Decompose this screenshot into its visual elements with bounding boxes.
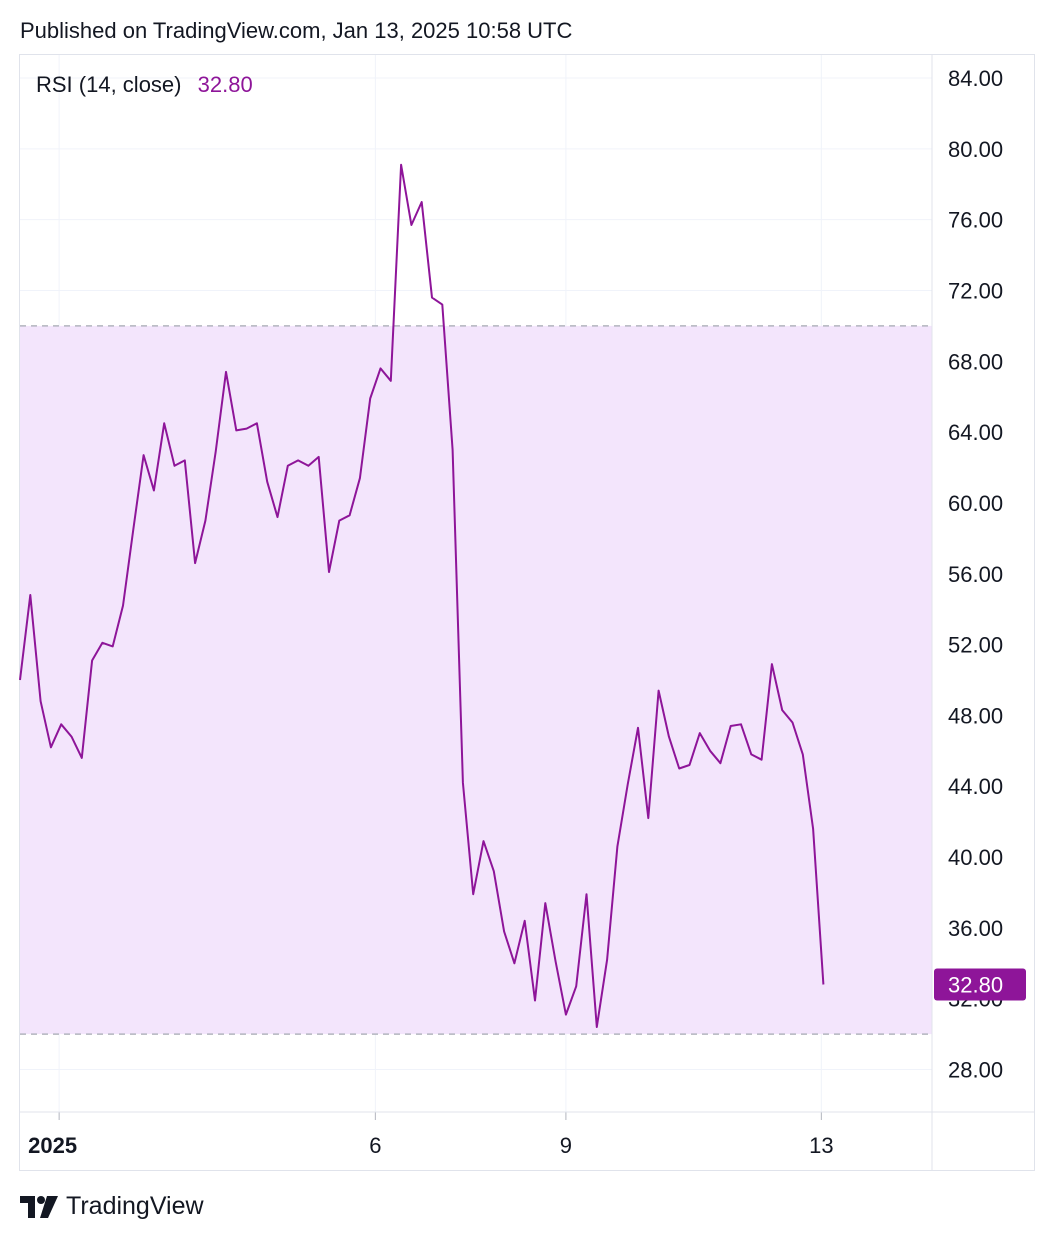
indicator-value: 32.80 <box>197 72 253 97</box>
chart-frame <box>19 54 1035 1171</box>
tradingview-logo-icon <box>20 1195 58 1218</box>
y-tick-label: 64.00 <box>948 420 1003 445</box>
footer-logo[interactable]: TradingView <box>20 1192 204 1221</box>
indicator-label: RSI (14, close) <box>36 72 182 97</box>
y-tick-label: 48.00 <box>948 703 1003 728</box>
y-axis: 84.00 80.00 76.00 72.00 68.00 64.00 60.00 56.00… <box>931 55 1003 1170</box>
rsi-band-fill <box>20 325 932 1035</box>
y-tick-label: 56.00 <box>948 562 1003 587</box>
y-tick-label: 84.00 <box>948 66 1003 91</box>
y-tick-label: 76.00 <box>948 208 1003 233</box>
indicator-legend[interactable]: RSI (14, close) 32.80 <box>36 72 253 98</box>
y-tick-label: 72.00 <box>948 278 1003 303</box>
rsi-line-layer <box>19 163 825 1028</box>
y-tick-label: 52.00 <box>948 633 1003 658</box>
x-tick-label: 9 <box>560 1133 572 1158</box>
y-tick-label: 36.00 <box>948 916 1003 941</box>
y-tick-label: 60.00 <box>948 491 1003 516</box>
x-axis: 2025 6 9 13 <box>20 1111 1034 1158</box>
rsi-line <box>19 163 825 1028</box>
y-tick-label: 44.00 <box>948 774 1003 799</box>
x-tick-label: 13 <box>809 1133 833 1158</box>
x-tick-label: 6 <box>369 1133 381 1158</box>
y-tick-label: 68.00 <box>948 349 1003 374</box>
rsi-band <box>20 325 932 1035</box>
footer-brand: TradingView <box>66 1192 204 1220</box>
last-value-badge-text: 32.80 <box>948 973 1003 998</box>
x-tick-label: 2025 <box>28 1133 77 1158</box>
last-value-badge: 32.80 <box>934 968 1026 1001</box>
y-tick-label: 28.00 <box>948 1058 1003 1083</box>
y-tick-label: 40.00 <box>948 845 1003 870</box>
y-tick-label: 80.00 <box>948 137 1003 162</box>
last-value-badge-bg <box>934 968 1026 1001</box>
published-caption: Published on TradingView.com, Jan 13, 20… <box>20 18 573 43</box>
